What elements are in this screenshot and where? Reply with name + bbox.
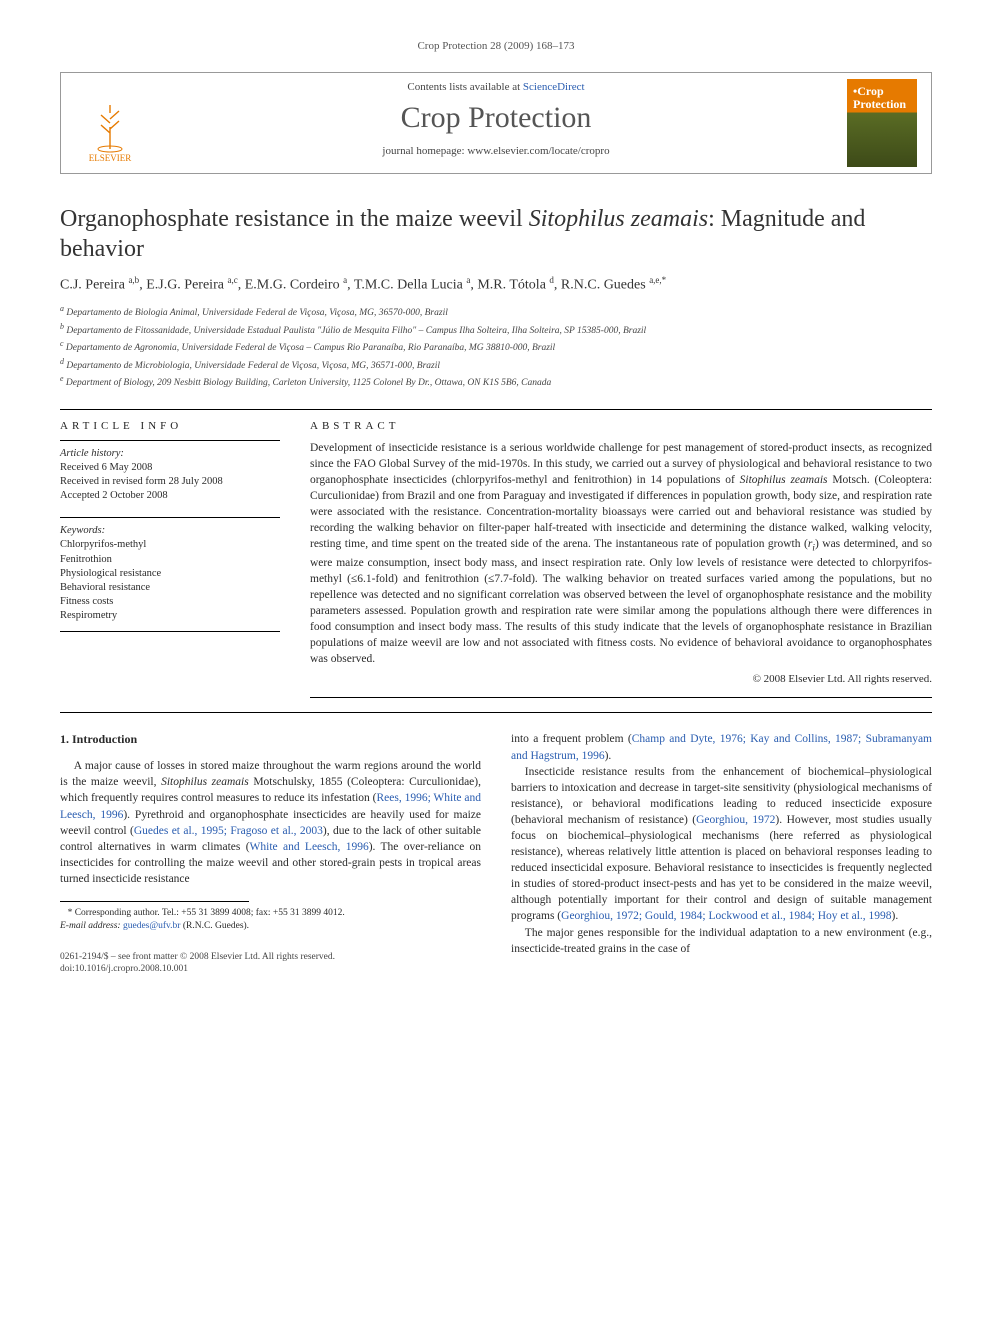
- masthead: ELSEVIER •Crop Protection Contents lists…: [60, 72, 932, 174]
- body-column-right: into a frequent problem (Champ and Dyte,…: [511, 731, 932, 976]
- email-label: E-mail address:: [60, 921, 121, 931]
- contents-prefix: Contents lists available at: [407, 81, 522, 93]
- email-suffix: (R.N.C. Guedes).: [183, 921, 249, 931]
- corresponding-email-link[interactable]: guedes@ufv.br: [123, 921, 180, 931]
- abstract-text: Development of insecticide resistance is…: [310, 440, 932, 668]
- body-column-left: 1. Introduction A major cause of losses …: [60, 731, 481, 976]
- affiliations: a Departamento de Biologia Animal, Unive…: [60, 303, 932, 390]
- affiliation-d: d Departamento de Microbiologia, Univers…: [60, 356, 932, 373]
- article-info-column: ARTICLE INFO Article history: Received 6…: [60, 420, 280, 699]
- issn-line: 0261-2194/$ – see front matter © 2008 El…: [60, 951, 481, 964]
- sciencedirect-link[interactable]: ScienceDirect: [523, 81, 585, 93]
- keyword: Respirometry: [60, 609, 280, 623]
- page-bottom-meta: 0261-2194/$ – see front matter © 2008 El…: [60, 951, 481, 977]
- article-info-label: ARTICLE INFO: [60, 420, 280, 432]
- footnote-separator: [60, 901, 249, 902]
- body-para: A major cause of losses in stored maize …: [60, 758, 481, 887]
- body-para: The major genes responsible for the indi…: [511, 925, 932, 957]
- affiliation-c: c Departamento de Agronomia, Universidad…: [60, 338, 932, 355]
- page-root: Crop Protection 28 (2009) 168–173 ELSEVI…: [0, 0, 992, 1006]
- history-line: Accepted 2 October 2008: [60, 489, 280, 503]
- contents-line: Contents lists available at ScienceDirec…: [61, 81, 931, 93]
- abstract-label: ABSTRACT: [310, 420, 932, 432]
- history-line: Received 6 May 2008: [60, 461, 280, 475]
- history-head: Article history:: [60, 447, 280, 461]
- keyword: Chlorpyrifos-methyl: [60, 538, 280, 552]
- homepage-url: www.elsevier.com/locate/cropro: [467, 145, 609, 157]
- cover-label-bottom: Protection: [853, 98, 911, 111]
- keywords-block: Keywords: Chlorpyrifos-methyl Fenitrothi…: [60, 517, 280, 632]
- journal-cover-thumb: •Crop Protection: [847, 79, 917, 167]
- tree-icon: [87, 99, 133, 153]
- keyword: Fenitrothion: [60, 553, 280, 567]
- journal-homepage-line: journal homepage: www.elsevier.com/locat…: [61, 145, 931, 157]
- footnote-text: * Corresponding author. Tel.: +55 31 389…: [68, 908, 345, 918]
- running-head: Crop Protection 28 (2009) 168–173: [60, 40, 932, 52]
- corresponding-author-footnote: * Corresponding author. Tel.: +55 31 389…: [60, 907, 481, 933]
- journal-title: Crop Protection: [61, 101, 931, 135]
- elsevier-logo: ELSEVIER: [75, 83, 145, 163]
- article-history-block: Article history: Received 6 May 2008 Rec…: [60, 440, 280, 504]
- article-title: Organophosphate resistance in the maize …: [60, 204, 932, 264]
- homepage-prefix: journal homepage:: [382, 145, 467, 157]
- body-para: Insecticide resistance results from the …: [511, 764, 932, 925]
- abstract-column: ABSTRACT Development of insecticide resi…: [310, 420, 932, 699]
- affiliation-b: b Departamento de Fitossanidade, Univers…: [60, 321, 932, 338]
- keyword: Behavioral resistance: [60, 581, 280, 595]
- info-abstract-row: ARTICLE INFO Article history: Received 6…: [60, 409, 932, 699]
- doi-line: doi:10.1016/j.cropro.2008.10.001: [60, 963, 481, 976]
- keywords-head: Keywords:: [60, 524, 280, 538]
- affiliation-a: a Departamento de Biologia Animal, Unive…: [60, 303, 932, 320]
- body-para: into a frequent problem (Champ and Dyte,…: [511, 731, 932, 763]
- authors: C.J. Pereira a,b, E.J.G. Pereira a,c, E.…: [60, 274, 932, 295]
- keyword: Fitness costs: [60, 595, 280, 609]
- affiliation-e: e Department of Biology, 209 Nesbitt Bio…: [60, 373, 932, 390]
- keyword: Physiological resistance: [60, 567, 280, 581]
- history-line: Received in revised form 28 July 2008: [60, 475, 280, 489]
- publisher-label: ELSEVIER: [89, 153, 132, 163]
- body-columns: 1. Introduction A major cause of losses …: [60, 712, 932, 976]
- abstract-copyright: © 2008 Elsevier Ltd. All rights reserved…: [310, 673, 932, 685]
- section-heading-intro: 1. Introduction: [60, 731, 481, 748]
